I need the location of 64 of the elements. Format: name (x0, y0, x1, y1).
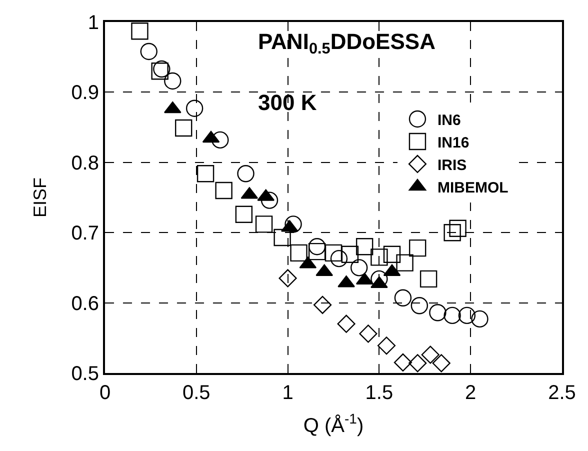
x-tick-label: 0.5 (182, 382, 210, 404)
point (408, 354, 427, 372)
point (370, 248, 388, 266)
point (313, 296, 332, 314)
point (444, 224, 461, 242)
point (140, 42, 158, 60)
legend-label: IN6 (437, 112, 461, 129)
x-tick-label: 1 (282, 382, 294, 404)
annotation: PANI$_{0.5}$DDoESSA (258, 29, 436, 58)
point (186, 100, 204, 117)
point (432, 354, 450, 372)
point (383, 246, 401, 263)
point (235, 206, 253, 223)
point (394, 289, 412, 306)
point (308, 242, 326, 260)
x-tick-label: 2.5 (548, 382, 576, 404)
point (255, 216, 273, 233)
x-tick-label: 2 (465, 382, 476, 404)
x-tick-label: 0 (99, 382, 111, 404)
legend-label: IN16 (437, 134, 470, 152)
point (324, 244, 342, 262)
point (444, 306, 461, 324)
point (408, 239, 426, 257)
y-tick-label: 0.5 (71, 363, 99, 385)
point (394, 353, 412, 372)
point (308, 238, 326, 256)
point (274, 228, 291, 246)
point (449, 220, 466, 237)
point (290, 244, 308, 262)
point (396, 254, 414, 272)
point (429, 304, 446, 322)
point (330, 250, 348, 268)
point (356, 238, 374, 256)
point (359, 324, 378, 343)
x-axis-title: Q (Å$^{-1}$) (303, 410, 364, 437)
y-axis-title: EISF (30, 177, 50, 218)
x-tick-label: 1.5 (365, 382, 394, 404)
y-tick-label: 0.6 (71, 292, 99, 315)
point (215, 182, 232, 200)
point (237, 165, 254, 182)
point (420, 270, 438, 288)
point (377, 336, 396, 355)
point (410, 297, 428, 314)
legend-label: IRIS (437, 156, 467, 174)
point (131, 22, 148, 40)
point (284, 216, 302, 233)
point (421, 346, 440, 364)
point (471, 310, 488, 328)
y-tick-label: 0.9 (71, 82, 99, 104)
point (337, 314, 356, 333)
y-tick-label: 1 (88, 12, 99, 34)
point (341, 246, 359, 263)
y-tick-label: 0.8 (71, 152, 99, 174)
point (458, 306, 476, 324)
point (350, 259, 368, 276)
point (164, 72, 182, 90)
y-tick-label: 0.7 (71, 222, 99, 245)
annotation: 300 K (258, 90, 317, 115)
point (278, 269, 297, 288)
point (212, 131, 229, 149)
legend-label: MIBEMOL (437, 179, 508, 196)
point (175, 119, 192, 137)
point (260, 192, 278, 209)
point (196, 165, 214, 182)
